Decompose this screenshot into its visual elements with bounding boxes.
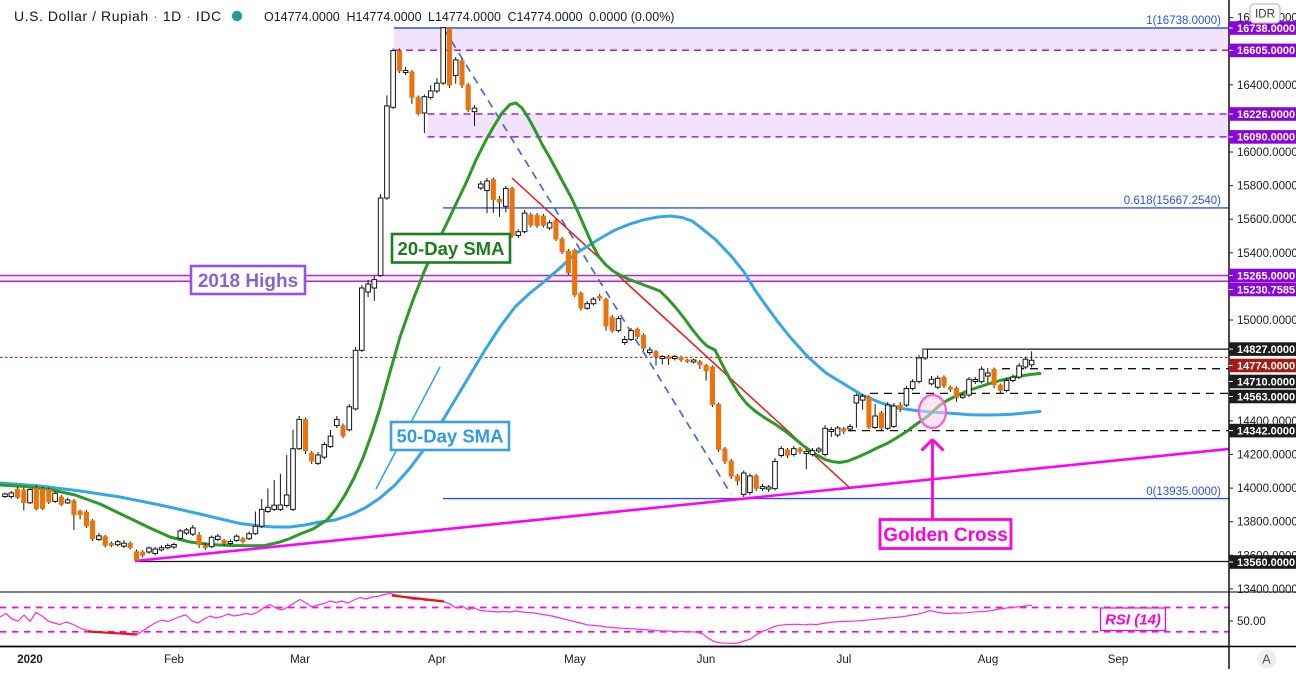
- svg-text:50.00: 50.00: [1237, 616, 1266, 628]
- svg-text:16226.0000: 16226.0000: [1237, 109, 1295, 121]
- svg-text:2020: 2020: [17, 654, 43, 666]
- svg-text:14774.0000: 14774.0000: [1237, 360, 1295, 372]
- svg-text:14710.0000: 14710.0000: [1237, 376, 1295, 388]
- svg-text:O14774.0000: O14774.0000: [264, 10, 340, 24]
- svg-text:0(13935.0000): 0(13935.0000): [1146, 486, 1221, 498]
- svg-text:50-Day SMA: 50-Day SMA: [397, 426, 504, 447]
- svg-text:0.618(15667.2540): 0.618(15667.2540): [1124, 195, 1221, 207]
- svg-text:14200.0000: 14200.0000: [1237, 450, 1296, 462]
- svg-text:IDR: IDR: [1255, 9, 1275, 21]
- svg-text:Sep: Sep: [1108, 654, 1128, 666]
- svg-text:16400.0000: 16400.0000: [1237, 80, 1296, 92]
- svg-text:0.0000 (0.00%): 0.0000 (0.00%): [589, 10, 674, 24]
- svg-text:Jun: Jun: [697, 654, 716, 666]
- svg-text:13800.0000: 13800.0000: [1237, 517, 1296, 529]
- svg-text:16090.0000: 16090.0000: [1237, 132, 1295, 144]
- svg-text:15230.7585: 15230.7585: [1237, 284, 1295, 296]
- svg-text:Apr: Apr: [428, 654, 446, 666]
- svg-text:14000.0000: 14000.0000: [1237, 483, 1296, 495]
- svg-text:Golden Cross: Golden Cross: [883, 525, 1008, 546]
- svg-text:A: A: [1262, 652, 1271, 667]
- svg-text:14563.0000: 14563.0000: [1237, 391, 1295, 403]
- svg-text:15600.0000: 15600.0000: [1237, 214, 1296, 226]
- svg-text:L14774.0000: L14774.0000: [428, 10, 501, 24]
- svg-text:2018 Highs: 2018 Highs: [198, 271, 298, 292]
- svg-text:15265.0000: 15265.0000: [1237, 270, 1295, 282]
- svg-text:Mar: Mar: [290, 654, 310, 666]
- svg-text:16738.0000: 16738.0000: [1237, 23, 1295, 35]
- svg-text:15000.0000: 15000.0000: [1237, 315, 1296, 327]
- svg-text:C14774.0000: C14774.0000: [508, 10, 583, 24]
- svg-text:15800.0000: 15800.0000: [1237, 181, 1296, 193]
- svg-text:H14774.0000: H14774.0000: [347, 10, 422, 24]
- svg-text:U.S. Dollar / Rupiah · 1D · ID: U.S. Dollar / Rupiah · 1D · IDC: [14, 8, 222, 24]
- svg-text:16000.0000: 16000.0000: [1237, 147, 1296, 159]
- svg-text:13560.0000: 13560.0000: [1237, 557, 1295, 569]
- svg-text:15400.0000: 15400.0000: [1237, 248, 1296, 260]
- svg-text:14827.0000: 14827.0000: [1237, 344, 1295, 356]
- svg-text:20-Day SMA: 20-Day SMA: [398, 238, 505, 259]
- svg-text:Aug: Aug: [978, 654, 998, 666]
- svg-text:16605.0000: 16605.0000: [1237, 45, 1295, 57]
- svg-text:14342.0000: 14342.0000: [1237, 425, 1295, 437]
- svg-text:Jul: Jul: [837, 654, 852, 666]
- svg-text:Feb: Feb: [164, 654, 184, 666]
- svg-text:1(16738.0000): 1(16738.0000): [1146, 15, 1221, 27]
- svg-text:RSI (14): RSI (14): [1105, 612, 1161, 629]
- svg-text:May: May: [564, 654, 586, 666]
- svg-text:13400.0000: 13400.0000: [1237, 584, 1296, 596]
